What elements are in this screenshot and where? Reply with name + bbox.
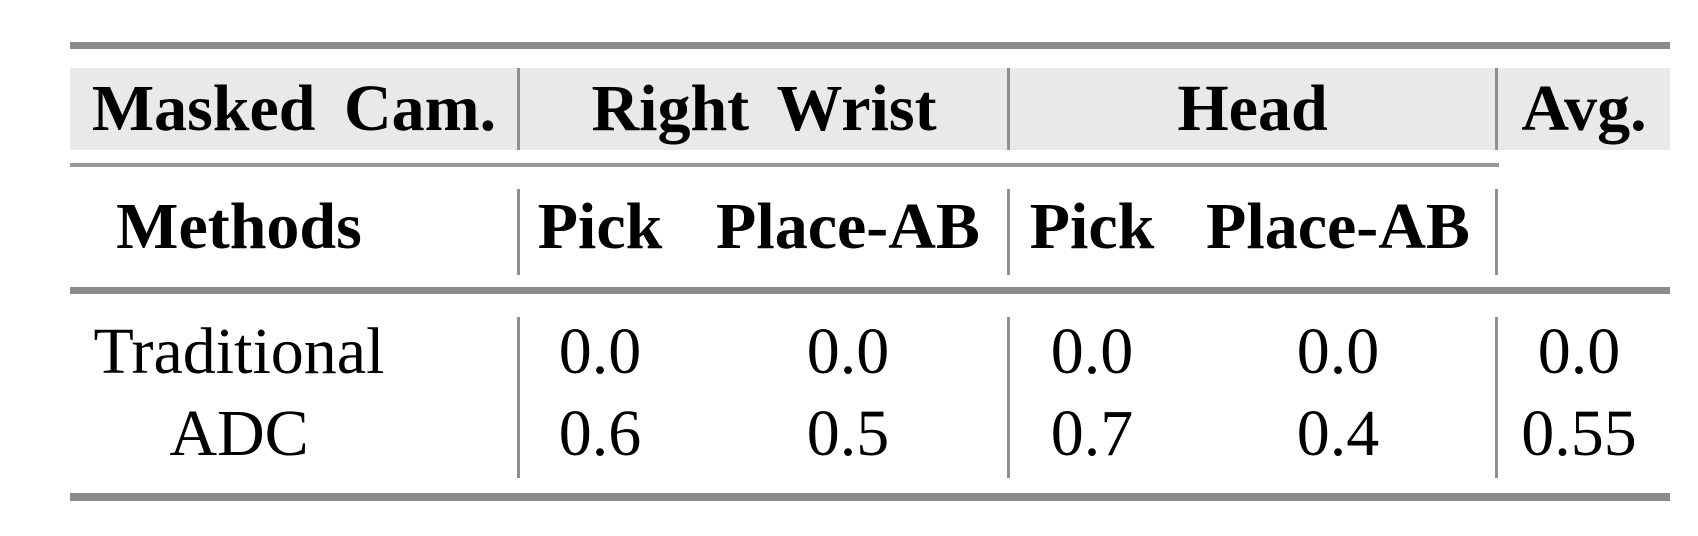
value-avg: 0.0 (1537, 315, 1621, 388)
header-row-tasks: Methods Pick Place-AB Pick Place-AB (0, 187, 1698, 267)
column-divider (517, 189, 520, 275)
table-bottom-rule (70, 493, 1670, 501)
header-sub-rule (70, 163, 1499, 167)
column-divider (1495, 68, 1498, 150)
header-head-pick: Pick (1029, 190, 1155, 263)
value-rw-pick: 0.0 (558, 315, 642, 388)
value-head-place-ab: 0.0 (1296, 315, 1380, 388)
value-head-pick: 0.0 (1050, 315, 1134, 388)
method-label: ADC (169, 397, 309, 470)
header-right-wrist: Right Wrist (591, 72, 937, 145)
column-divider (517, 317, 520, 478)
value-rw-pick: 0.6 (558, 397, 642, 470)
table-row-traditional: Traditional 0.0 0.0 0.0 0.0 0.0 (0, 311, 1698, 391)
column-divider (1495, 189, 1498, 275)
value-rw-place-ab: 0.0 (806, 315, 890, 388)
table-mid-rule (70, 287, 1670, 294)
table-top-rule (70, 42, 1670, 49)
header-avg: Avg. (1521, 72, 1647, 145)
value-avg: 0.55 (1521, 397, 1637, 470)
value-head-place-ab: 0.4 (1296, 397, 1380, 470)
column-divider (1007, 189, 1010, 275)
header-row-groups: Masked Cam. Right Wrist Head Avg. (0, 68, 1698, 150)
header-methods: Methods (116, 190, 362, 263)
value-rw-place-ab: 0.5 (806, 397, 890, 470)
header-head-place-ab: Place-AB (1206, 190, 1470, 263)
header-rw-place-ab: Place-AB (716, 190, 980, 263)
method-label: Traditional (93, 315, 385, 388)
value-head-pick: 0.7 (1050, 397, 1134, 470)
table-row-adc: ADC 0.6 0.5 0.7 0.4 0.55 (0, 393, 1698, 473)
header-shading-band (70, 68, 1670, 150)
column-divider (1007, 317, 1010, 478)
column-divider (1007, 68, 1010, 150)
header-head: Head (1177, 72, 1328, 145)
header-masked-cam: Masked Cam. (91, 72, 497, 145)
header-rw-pick: Pick (537, 190, 663, 263)
column-divider (1495, 317, 1498, 478)
column-divider (517, 68, 520, 150)
